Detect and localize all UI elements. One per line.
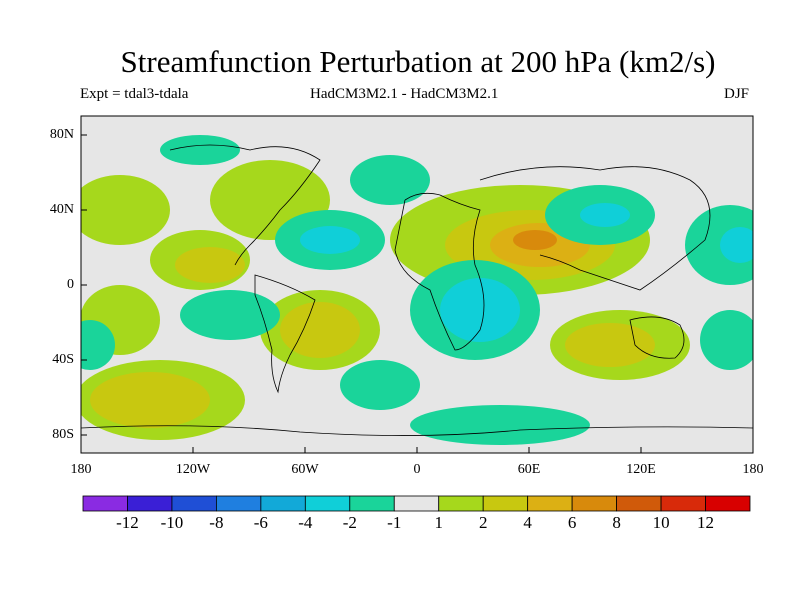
contour-region xyxy=(685,205,753,285)
colorbar-label: -4 xyxy=(298,513,313,532)
colorbar-label: -1 xyxy=(387,513,402,532)
colorbar-label: 2 xyxy=(478,513,488,532)
contour-region xyxy=(81,320,115,370)
contour-region xyxy=(160,135,240,165)
colorbar-swatch xyxy=(705,495,751,512)
lat-label-80n: 80N xyxy=(49,127,74,142)
lon-label-180e: 180 xyxy=(742,462,764,477)
colorbar-label: 10 xyxy=(652,513,670,532)
north-america-coast xyxy=(169,144,321,266)
europe-africa-coast xyxy=(394,192,485,351)
lat-label-0: 0 xyxy=(67,277,74,292)
contour-region xyxy=(280,302,360,358)
contour-region xyxy=(81,175,170,245)
contour-region xyxy=(440,278,520,342)
lon-label-60w: 60W xyxy=(291,462,319,477)
map-title: Streamfunction Perturbation at 200 hPa (… xyxy=(120,44,716,79)
lon-label-120w: 120W xyxy=(175,462,211,477)
antarctica-coast xyxy=(81,425,753,436)
lon-label-60e: 60E xyxy=(517,462,541,477)
colorbar-swatch xyxy=(438,495,484,512)
asia-coast xyxy=(479,166,711,291)
colorbar-swatch xyxy=(171,495,217,512)
lon-label-180w: 180 xyxy=(70,462,92,477)
colorbar-label: 12 xyxy=(697,513,715,532)
colorbar-swatch xyxy=(349,495,395,512)
experiment-label: Expt = tdal3-tdala xyxy=(80,86,189,102)
lon-label-0: 0 xyxy=(413,462,421,477)
colorbar-swatch xyxy=(215,495,262,512)
colorbar-swatch xyxy=(82,495,128,512)
season-label: DJF xyxy=(724,86,750,102)
colorbar-label: -2 xyxy=(342,513,357,532)
coastlines xyxy=(81,144,753,436)
colorbar-swatch xyxy=(304,495,351,512)
colorbar-label: -12 xyxy=(116,513,139,532)
colorbar-label: -10 xyxy=(160,513,184,532)
colorbar-label: -8 xyxy=(209,513,224,532)
contour-region xyxy=(513,230,557,250)
contour-fields xyxy=(81,135,753,445)
colorbar-label: 4 xyxy=(523,513,532,532)
colorbar-swatch xyxy=(260,495,306,512)
contour-region xyxy=(340,360,420,410)
colorbar-swatch xyxy=(127,495,173,512)
colorbar-swatch xyxy=(482,495,529,512)
models-label: HadCM3M2.1 - HadCM3M2.1 xyxy=(310,86,499,102)
lon-label-120e: 120E xyxy=(626,462,656,477)
lat-label-40s: 40S xyxy=(52,352,74,367)
contour-region xyxy=(720,227,753,263)
lat-label-80s: 80S xyxy=(52,427,74,442)
colorbar-swatch xyxy=(571,495,618,512)
colorbar-label: -6 xyxy=(253,513,268,532)
lat-label-40n: 40N xyxy=(49,202,74,217)
contour-region xyxy=(565,323,655,367)
contour-region xyxy=(580,203,630,227)
colorbar-swatch xyxy=(616,495,662,512)
contour-region xyxy=(350,155,430,205)
colorbar-swatch xyxy=(527,495,573,512)
contour-region xyxy=(90,372,210,428)
axis-ticks xyxy=(81,134,642,453)
colorbar-swatch xyxy=(660,495,706,512)
contour-region xyxy=(700,310,753,370)
colorbar xyxy=(82,495,751,512)
colorbar-swatch xyxy=(393,495,440,512)
contour-region xyxy=(175,247,245,283)
colorbar-label: 6 xyxy=(567,513,577,532)
contour-region xyxy=(410,405,590,445)
contour-region xyxy=(180,290,280,340)
contour-region xyxy=(300,226,360,254)
australia-coast xyxy=(629,316,685,359)
colorbar-label: 1 xyxy=(434,513,443,532)
south-america-coast xyxy=(254,274,316,394)
colorbar-label: 8 xyxy=(612,513,621,532)
